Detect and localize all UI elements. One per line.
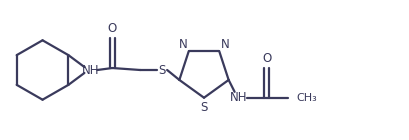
Text: O: O <box>262 52 271 65</box>
Text: N: N <box>221 38 229 51</box>
Text: NH: NH <box>82 64 99 76</box>
Text: CH₃: CH₃ <box>297 93 317 103</box>
Text: S: S <box>200 101 208 114</box>
Text: NH: NH <box>230 91 247 104</box>
Text: S: S <box>158 64 166 76</box>
Text: N: N <box>178 38 187 51</box>
Text: O: O <box>108 22 117 35</box>
